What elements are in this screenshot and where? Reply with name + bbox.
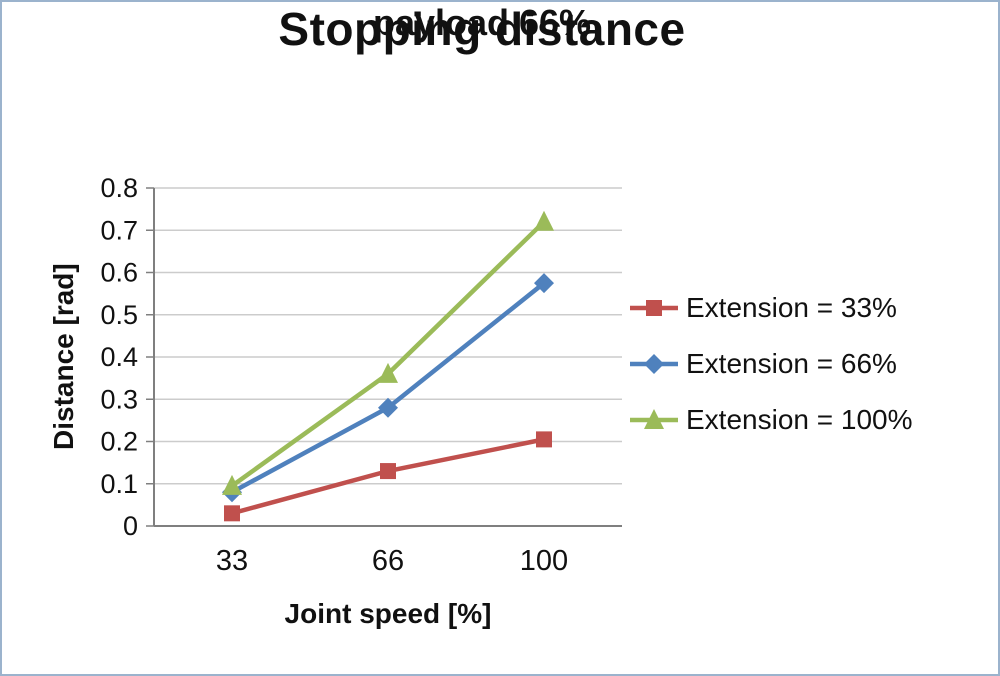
y-tick-label: 0 (123, 511, 138, 541)
legend-marker-triangle-icon (630, 409, 678, 431)
y-tick-label: 0.1 (100, 469, 138, 499)
legend-label: Extension = 33% (686, 292, 897, 323)
y-tick-label: 0.6 (100, 258, 138, 288)
legend: Extension = 33% Extension = 66% Extensio… (630, 280, 990, 448)
legend-marker-diamond-icon (630, 353, 678, 375)
y-tick-label: 0.8 (100, 173, 138, 203)
x-tick-label: 100 (520, 545, 568, 577)
y-axis-title: Distance [rad] (48, 263, 79, 451)
chart-title: Stopping distance (278, 3, 686, 55)
legend-marker-square-icon (630, 297, 678, 319)
legend-item-extension-100: Extension = 100% (630, 392, 990, 448)
legend-item-extension-33: Extension = 33% (630, 280, 990, 336)
x-axis-title: Joint speed [%] (284, 598, 492, 629)
x-tick-label: 66 (372, 545, 404, 577)
series-line (229, 219, 547, 489)
y-tick-label: 0.3 (100, 384, 138, 414)
x-tick-label: 33 (216, 545, 248, 577)
legend-label: Extension = 100% (686, 404, 913, 435)
y-tick-label: 0.7 (100, 215, 138, 245)
y-tick-label: 0.5 (100, 300, 138, 330)
legend-item-extension-66: Extension = 66% (630, 336, 990, 392)
chart-subtitle: payload 66% (372, 2, 592, 43)
y-tick-label: 0.4 (100, 342, 138, 372)
y-tick-label: 0.2 (100, 427, 138, 457)
legend-label: Extension = 66% (686, 348, 897, 379)
